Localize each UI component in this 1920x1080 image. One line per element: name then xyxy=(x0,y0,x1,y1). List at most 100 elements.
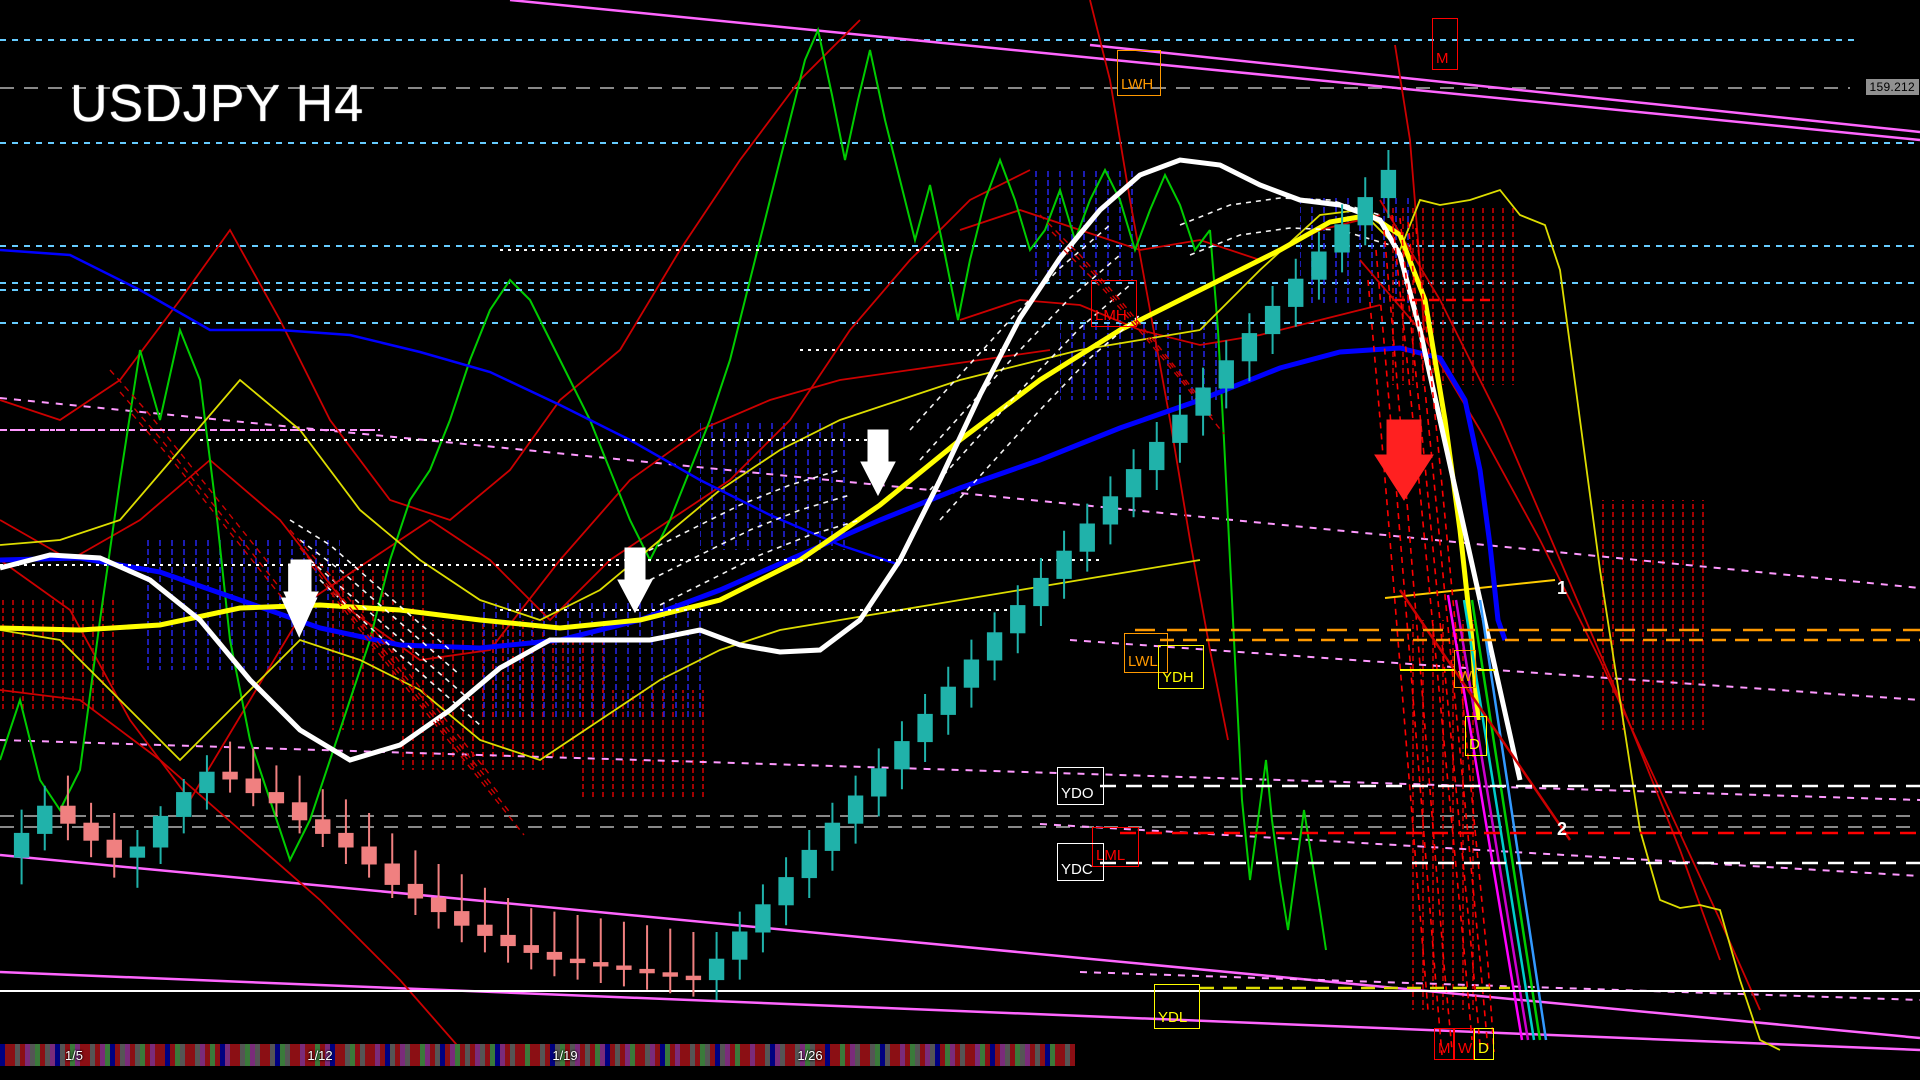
level-label-w-right[interactable]: W xyxy=(1454,650,1476,688)
session-band xyxy=(175,1044,180,1066)
session-band xyxy=(675,1044,680,1066)
candle-body xyxy=(129,846,146,858)
session-band xyxy=(390,1044,395,1066)
level-label-lwl[interactable]: LWL xyxy=(1124,633,1168,673)
session-band xyxy=(530,1044,535,1066)
session-band xyxy=(865,1044,870,1066)
date-tick: 1/19 xyxy=(552,1047,578,1063)
candle-body xyxy=(384,863,400,885)
session-band xyxy=(1055,1044,1060,1066)
session-band xyxy=(40,1044,45,1066)
date-tick: 1/5 xyxy=(64,1047,84,1063)
session-band xyxy=(75,1044,80,1066)
session-band xyxy=(200,1044,205,1066)
level-label-ydl[interactable]: YDL xyxy=(1154,984,1200,1029)
session-band xyxy=(775,1044,780,1066)
date-axis[interactable] xyxy=(0,1044,1075,1066)
session-band xyxy=(205,1044,210,1066)
candle-body xyxy=(1288,278,1304,307)
candle-body xyxy=(176,792,192,817)
candle-body xyxy=(430,897,447,913)
candle-body xyxy=(83,822,99,841)
candle-body xyxy=(523,945,539,953)
candle-body xyxy=(315,819,331,834)
level-label-w-bottom[interactable]: W xyxy=(1454,1028,1474,1060)
session-band xyxy=(510,1044,515,1066)
session-band xyxy=(100,1044,105,1066)
session-band xyxy=(680,1044,685,1066)
session-band xyxy=(780,1044,785,1066)
session-band xyxy=(125,1044,130,1066)
session-band xyxy=(695,1044,700,1066)
candle-body xyxy=(1357,197,1373,226)
session-band xyxy=(400,1044,405,1066)
candle-body xyxy=(1334,224,1350,253)
level-label-ydc[interactable]: YDC xyxy=(1057,843,1104,881)
session-band xyxy=(605,1044,610,1066)
session-band xyxy=(920,1044,925,1066)
session-band xyxy=(405,1044,410,1066)
session-band xyxy=(90,1044,95,1066)
session-band xyxy=(750,1044,755,1066)
candle-body xyxy=(546,951,563,960)
level-label-m-top[interactable]: M xyxy=(1432,18,1458,70)
session-band xyxy=(485,1044,490,1066)
level-label-lwh[interactable]: LWH xyxy=(1117,50,1161,96)
ma-ribbon-red-left xyxy=(109,214,1225,836)
candlestick-series xyxy=(13,150,1397,1000)
level-label-m-bottom[interactable]: M xyxy=(1434,1028,1454,1060)
session-band xyxy=(925,1044,930,1066)
candle-body xyxy=(732,931,748,960)
session-band xyxy=(260,1044,265,1066)
session-band xyxy=(980,1044,985,1066)
session-band xyxy=(420,1044,425,1066)
ma-ribbon-red xyxy=(1367,214,1495,1056)
session-band xyxy=(515,1044,520,1066)
candle-body xyxy=(755,904,771,933)
session-band xyxy=(660,1044,665,1066)
candle-body xyxy=(778,877,794,906)
candle-body xyxy=(1149,441,1165,471)
envelope-lines xyxy=(0,0,1761,1061)
session-band xyxy=(875,1044,880,1066)
level-label-d-right[interactable]: D xyxy=(1465,716,1487,756)
session-band xyxy=(445,1044,450,1066)
buy-arrow-3 xyxy=(860,429,896,497)
level-label-d-bottom[interactable]: D xyxy=(1474,1028,1494,1060)
session-band xyxy=(520,1044,525,1066)
session-band xyxy=(220,1044,225,1066)
candle-body xyxy=(894,741,910,770)
session-band xyxy=(330,1044,335,1066)
candle-body xyxy=(60,805,76,824)
session-band xyxy=(265,1044,270,1066)
session-band xyxy=(215,1044,220,1066)
session-band xyxy=(440,1044,445,1066)
grid-lines xyxy=(0,39,1920,324)
session-band xyxy=(360,1044,365,1066)
candle-body xyxy=(685,975,702,981)
level-label-ydh[interactable]: YDH xyxy=(1158,645,1204,689)
session-band xyxy=(990,1044,995,1066)
session-band xyxy=(435,1044,440,1066)
candle-body xyxy=(917,713,933,743)
level-label-ydo[interactable]: YDO xyxy=(1057,767,1104,805)
session-band xyxy=(565,1044,570,1066)
session-band xyxy=(250,1044,255,1066)
session-band xyxy=(415,1044,420,1066)
session-band xyxy=(560,1044,565,1066)
session-band xyxy=(1010,1044,1015,1066)
session-band xyxy=(630,1044,635,1066)
session-band xyxy=(770,1044,775,1066)
candle-body xyxy=(13,832,30,858)
session-band xyxy=(495,1044,500,1066)
level-label-lmh[interactable]: LMH xyxy=(1091,280,1137,327)
candle-body xyxy=(500,934,516,947)
session-band xyxy=(835,1044,840,1066)
session-band xyxy=(30,1044,35,1066)
candle-body xyxy=(1311,251,1327,280)
session-band xyxy=(585,1044,590,1066)
session-band xyxy=(395,1044,400,1066)
candle-body xyxy=(847,795,864,824)
gann-fan-yellow xyxy=(1384,579,1556,599)
